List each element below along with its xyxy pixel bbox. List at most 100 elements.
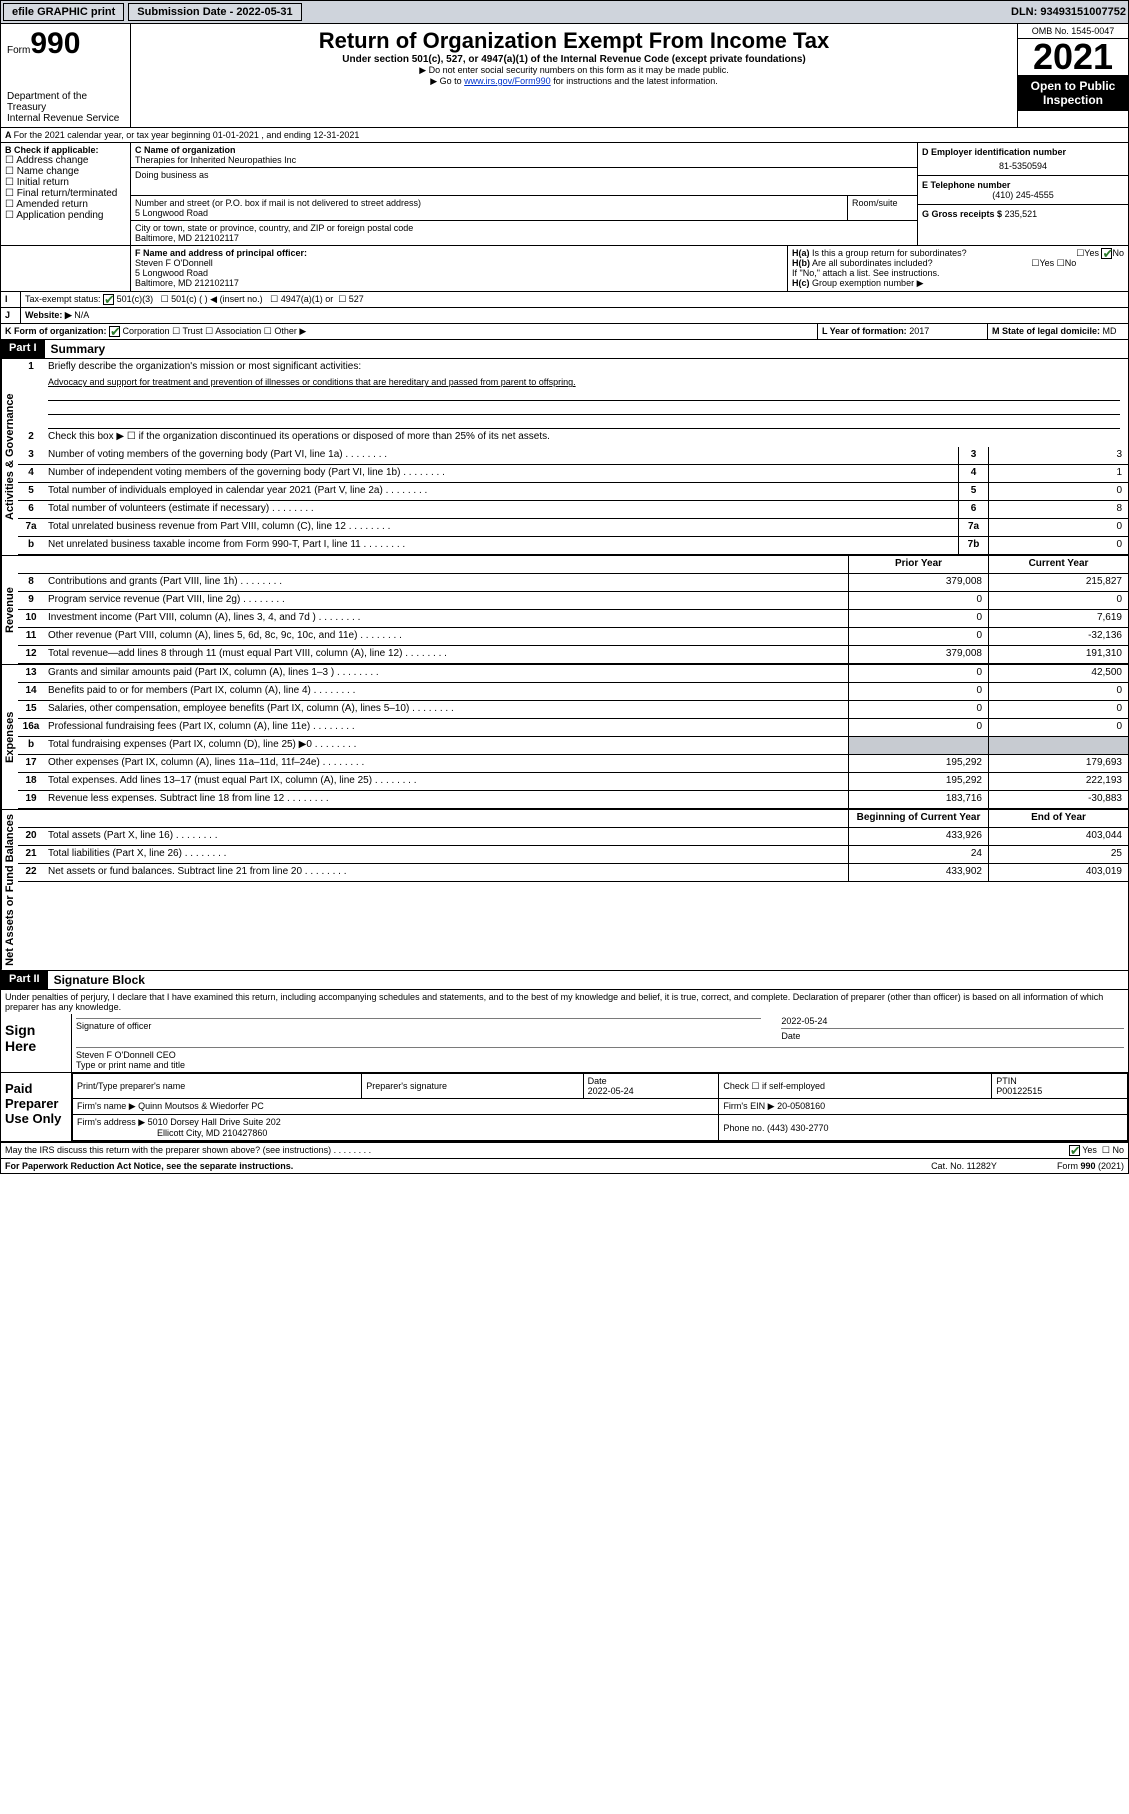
firm-name-cell: Firm's name ▶ Quinn Moutsos & Wiedorfer … [73,1099,719,1115]
row-a: A For the 2021 calendar year, or tax yea… [0,128,1129,143]
line-b: b Total fundraising expenses (Part IX, c… [18,737,1128,755]
form-label: Form [7,45,30,56]
phone: (410) 245-4555 [922,190,1124,200]
col-begin: Beginning of Current Year [848,810,988,827]
cb-pending[interactable]: ☐ Application pending [5,210,126,221]
gross-receipts: 235,521 [1005,209,1038,219]
line-num: 10 [18,610,44,627]
discuss-no[interactable]: ☐ No [1102,1145,1124,1156]
i-letter: I [1,292,21,307]
preparer-table: Print/Type preparer's name Preparer's si… [72,1073,1128,1141]
line-16a: 16a Professional fundraising fees (Part … [18,719,1128,737]
footer-row: For Paperwork Reduction Act Notice, see … [0,1159,1129,1174]
year-cell: OMB No. 1545-0047 2021 Open to Public In… [1018,24,1128,127]
cb-initial[interactable]: ☐ Initial return [5,177,126,188]
line-num: 4 [18,465,44,482]
ptin-cell: PTINP00122515 [992,1074,1128,1099]
paperwork-notice: For Paperwork Reduction Act Notice, see … [5,1161,931,1171]
prior-val: 0 [848,719,988,736]
cb-501c3[interactable] [103,294,114,305]
d-label: D Employer identification number [922,147,1124,157]
e-label: E Telephone number [922,180,1124,190]
cb-address[interactable]: ☐ Address change [5,155,126,166]
officer-city: Baltimore, MD 212102117 [135,278,783,288]
line-desc: Total unrelated business revenue from Pa… [44,519,958,536]
line-num: 14 [18,683,44,700]
h-note: If "No," attach a list. See instructions… [792,268,1124,278]
line-12: 12 Total revenue—add lines 8 through 11 … [18,646,1128,664]
dept-treasury: Department of the Treasury [7,91,124,113]
line-desc: Net assets or fund balances. Subtract li… [44,864,848,881]
tax-year-period: A For the 2021 calendar year, or tax yea… [1,128,1128,142]
col-prior: Prior Year [848,556,988,573]
line-8: 8 Contributions and grants (Part VIII, l… [18,574,1128,592]
g-label: G Gross receipts $ [922,209,1002,219]
line-num: 12 [18,646,44,663]
line-num: 15 [18,701,44,718]
ha-no-checkbox[interactable] [1101,248,1112,259]
line-desc: Professional fundraising fees (Part IX, … [44,719,848,736]
line-num: 9 [18,592,44,609]
gov-line-3: 3 Number of voting members of the govern… [18,447,1128,465]
line-18: 18 Total expenses. Add lines 13–17 (must… [18,773,1128,791]
irs-link[interactable]: www.irs.gov/Form990 [464,76,551,86]
efile-button[interactable]: efile GRAPHIC print [3,3,124,21]
form-of-org: K Form of organization: Corporation ☐ Tr… [1,324,818,339]
current-val: 25 [988,846,1128,863]
cb-name[interactable]: ☐ Name change [5,166,126,177]
line-num: 17 [18,755,44,772]
line-num: 18 [18,773,44,790]
vert-activities: Activities & Governance [1,359,18,555]
current-val: 179,693 [988,755,1128,772]
prior-val: 379,008 [848,574,988,591]
vert-expenses: Expenses [1,665,18,809]
form-title: Return of Organization Exempt From Incom… [135,28,1013,54]
current-val: 42,500 [988,665,1128,682]
prior-val: 0 [848,665,988,682]
prep-name-label: Print/Type preparer's name [73,1074,362,1099]
title-cell: Return of Organization Exempt From Incom… [131,24,1018,127]
line-val: 0 [988,483,1128,500]
signature-area: Sign Here Signature of officer 2022-05-2… [0,1014,1129,1143]
line-val: 0 [988,537,1128,554]
line-num: 5 [18,483,44,500]
mission-blank2 [48,401,1120,415]
line-num: b [18,737,44,754]
line-13: 13 Grants and similar amounts paid (Part… [18,665,1128,683]
part2-badge: Part II [1,971,48,989]
cb-amended[interactable]: ☐ Amended return [5,199,126,210]
org-name: Therapies for Inherited Neuropathies Inc [135,155,913,165]
goto-note: ▶ Go to www.irs.gov/Form990 for instruct… [135,76,1013,87]
check-self[interactable]: Check ☐ if self-employed [719,1074,992,1099]
line-val: 0 [988,519,1128,536]
line-num: 3 [18,447,44,464]
form-ref: Form 990 (2021) [1057,1161,1124,1171]
submission-date-button[interactable]: Submission Date - 2022-05-31 [128,3,301,21]
prior-val: 0 [848,683,988,700]
ssn-note: ▶ Do not enter social security numbers o… [135,65,1013,76]
gov-line-b: b Net unrelated business taxable income … [18,537,1128,555]
current-val: 0 [988,592,1128,609]
discuss-yes[interactable]: Yes [1069,1145,1097,1156]
dba-label: Doing business as [135,170,913,180]
rev-hdr-desc [44,556,848,573]
line-box: 7b [958,537,988,554]
gov-line-4: 4 Number of independent voting members o… [18,465,1128,483]
top-bar: efile GRAPHIC print Submission Date - 20… [0,0,1129,24]
cb-final[interactable]: ☐ Final return/terminated [5,188,126,199]
line-box: 7a [958,519,988,536]
line-desc: Salaries, other compensation, employee b… [44,701,848,718]
website: Website: ▶ N/A [21,308,1128,323]
line-desc: Program service revenue (Part VIII, line… [44,592,848,609]
cb-corp[interactable] [109,326,120,337]
entity-block: B Check if applicable: ☐ Address change … [0,143,1129,246]
form-subtitle: Under section 501(c), 527, or 4947(a)(1)… [135,54,1013,65]
declaration: Under penalties of perjury, I declare th… [0,990,1129,1014]
prior-val [848,737,988,754]
sig-officer-label: Signature of officer [76,1021,761,1031]
row-j: J Website: ▶ N/A [0,308,1129,324]
sign-here-label: Sign Here [1,1014,71,1072]
line-val: 8 [988,501,1128,518]
gov-line-7a: 7a Total unrelated business revenue from… [18,519,1128,537]
current-val: -32,136 [988,628,1128,645]
